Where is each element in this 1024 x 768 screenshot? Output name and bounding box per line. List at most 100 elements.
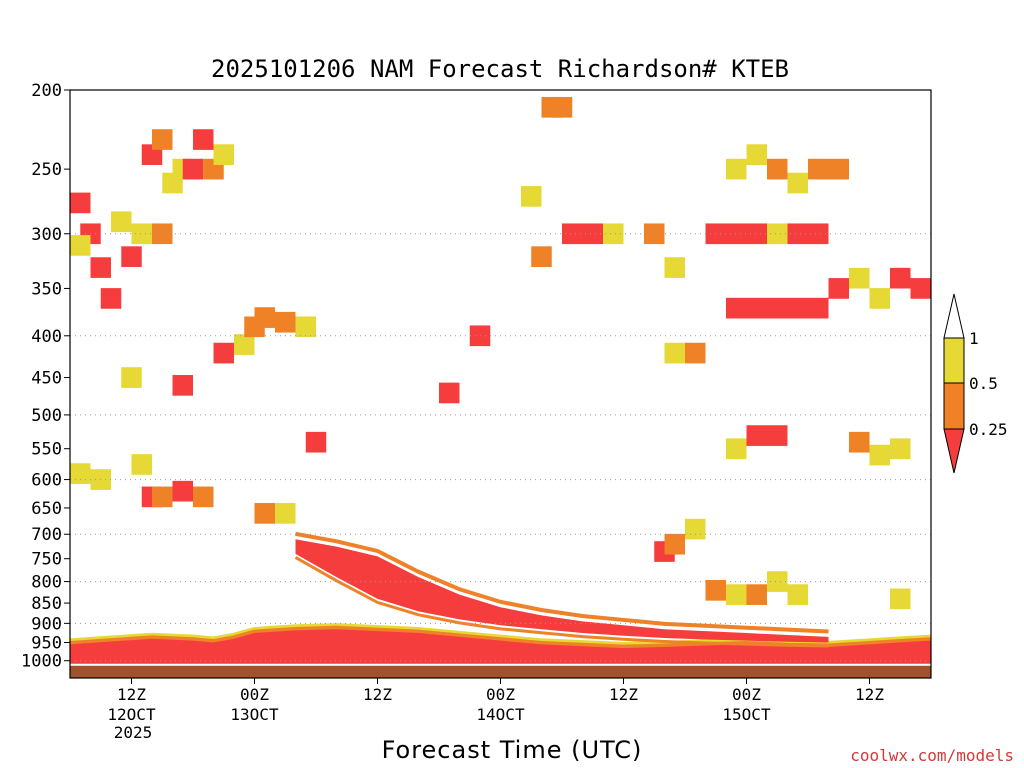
ri-cell	[193, 486, 214, 508]
ri-cell	[910, 278, 931, 299]
ri-layer-band	[295, 539, 829, 643]
x-tick-time: 00Z	[486, 685, 515, 704]
ri-cell	[828, 158, 849, 180]
ri-cell	[70, 235, 91, 256]
ri-boundary-layer	[70, 629, 931, 665]
credit-link[interactable]: coolwx.com/models	[850, 746, 1014, 765]
ri-cell	[849, 431, 870, 453]
ri-cell	[808, 223, 829, 245]
y-tick-label: 1000	[21, 652, 62, 672]
ri-cell	[869, 288, 890, 309]
ri-cell	[726, 223, 747, 245]
ri-cell	[685, 518, 706, 540]
ri-cell	[767, 158, 788, 180]
ri-cell	[787, 584, 808, 605]
legend-swatch-low	[943, 382, 965, 430]
ri-cell	[131, 223, 152, 245]
ri-cell	[244, 316, 265, 338]
ri-cell	[664, 533, 685, 555]
x-axis-title: Forecast Time (UTC)	[382, 736, 643, 764]
ri-cell	[295, 316, 316, 338]
ri-cell	[767, 223, 788, 245]
ri-cell	[121, 246, 142, 267]
ri-cell	[787, 172, 808, 194]
ri-cell	[152, 223, 173, 245]
ri-cell	[111, 211, 132, 233]
ri-cell	[890, 267, 911, 289]
x-tick-time: 00Z	[240, 685, 269, 704]
legend-label: 1	[969, 329, 979, 348]
x-tick-date: 14OCT	[476, 705, 525, 724]
y-tick-label: 350	[31, 279, 62, 299]
ri-cell	[685, 342, 706, 364]
ri-cell	[644, 223, 665, 245]
y-tick-label: 700	[31, 525, 62, 545]
y-tick-label: 850	[31, 594, 62, 614]
ri-cell	[746, 144, 767, 165]
ri-cell	[808, 297, 829, 319]
ri-cell	[213, 342, 234, 364]
y-tick-label: 250	[31, 160, 62, 180]
ri-cell	[787, 223, 808, 245]
ri-cell	[439, 382, 460, 404]
y-tick-label: 600	[31, 471, 62, 491]
y-tick-label: 500	[31, 406, 62, 426]
ri-cell	[746, 223, 767, 245]
grid-lines	[70, 233, 931, 662]
legend-swatch-high	[943, 293, 965, 339]
ri-cell	[551, 96, 573, 118]
y-tick-label: 900	[31, 614, 62, 634]
ri-cell	[121, 367, 142, 388]
x-tick-time: 12Z	[117, 685, 146, 704]
surface-band	[70, 664, 931, 678]
ri-cell	[726, 438, 747, 460]
ri-cell	[562, 223, 583, 245]
ri-layer-fringe	[295, 531, 829, 634]
y-tick-label: 300	[31, 225, 62, 245]
y-tick-label: 400	[31, 327, 62, 347]
ri-cell	[664, 342, 685, 364]
ri-cell	[767, 297, 788, 319]
ri-cell	[172, 375, 193, 396]
ri-cell	[152, 486, 173, 508]
ri-cell	[726, 584, 747, 605]
chart-title: 2025101206 NAM Forecast Richardson# KTEB	[211, 55, 789, 83]
ri-cell	[131, 454, 152, 475]
ri-cell	[828, 278, 849, 299]
ri-cell	[746, 297, 767, 319]
y-tick-label: 550	[31, 440, 62, 460]
ri-cell	[70, 463, 91, 484]
ri-cell	[152, 129, 173, 150]
ri-cell	[100, 288, 122, 309]
x-tick-date: 13OCT	[230, 705, 279, 724]
ri-cell	[890, 438, 911, 460]
ri-cell	[213, 144, 234, 165]
ri-layer-fringe	[69, 623, 932, 648]
y-tick-label: 950	[31, 634, 62, 654]
legend-label: 0.5	[969, 374, 998, 393]
ri-cell	[849, 267, 870, 289]
ri-cell	[531, 246, 552, 267]
legend-swatch-lowest	[943, 428, 965, 474]
ri-cell	[275, 311, 296, 333]
legend-swatch-mid	[943, 337, 965, 384]
y-tick-label: 750	[31, 550, 62, 570]
ri-cell	[254, 503, 275, 524]
ri-cell	[182, 158, 204, 180]
y-tick-label: 800	[31, 573, 62, 593]
ri-cell	[808, 158, 829, 180]
ri-cell	[172, 480, 193, 502]
y-tick-label: 650	[31, 499, 62, 519]
ri-cell	[582, 223, 603, 245]
x-tick-time: 12Z	[609, 685, 638, 704]
ri-cell	[869, 444, 890, 466]
ri-cell	[787, 297, 808, 319]
ri-cell	[305, 431, 327, 453]
x-tick-time: 12Z	[363, 685, 392, 704]
y-axis: 200 250 300 350 400 450 500 550 600 650 700 750 8008…	[21, 81, 70, 672]
ri-cell	[90, 257, 111, 278]
ri-cell	[746, 425, 767, 446]
x-tick-time: 00Z	[732, 685, 761, 704]
